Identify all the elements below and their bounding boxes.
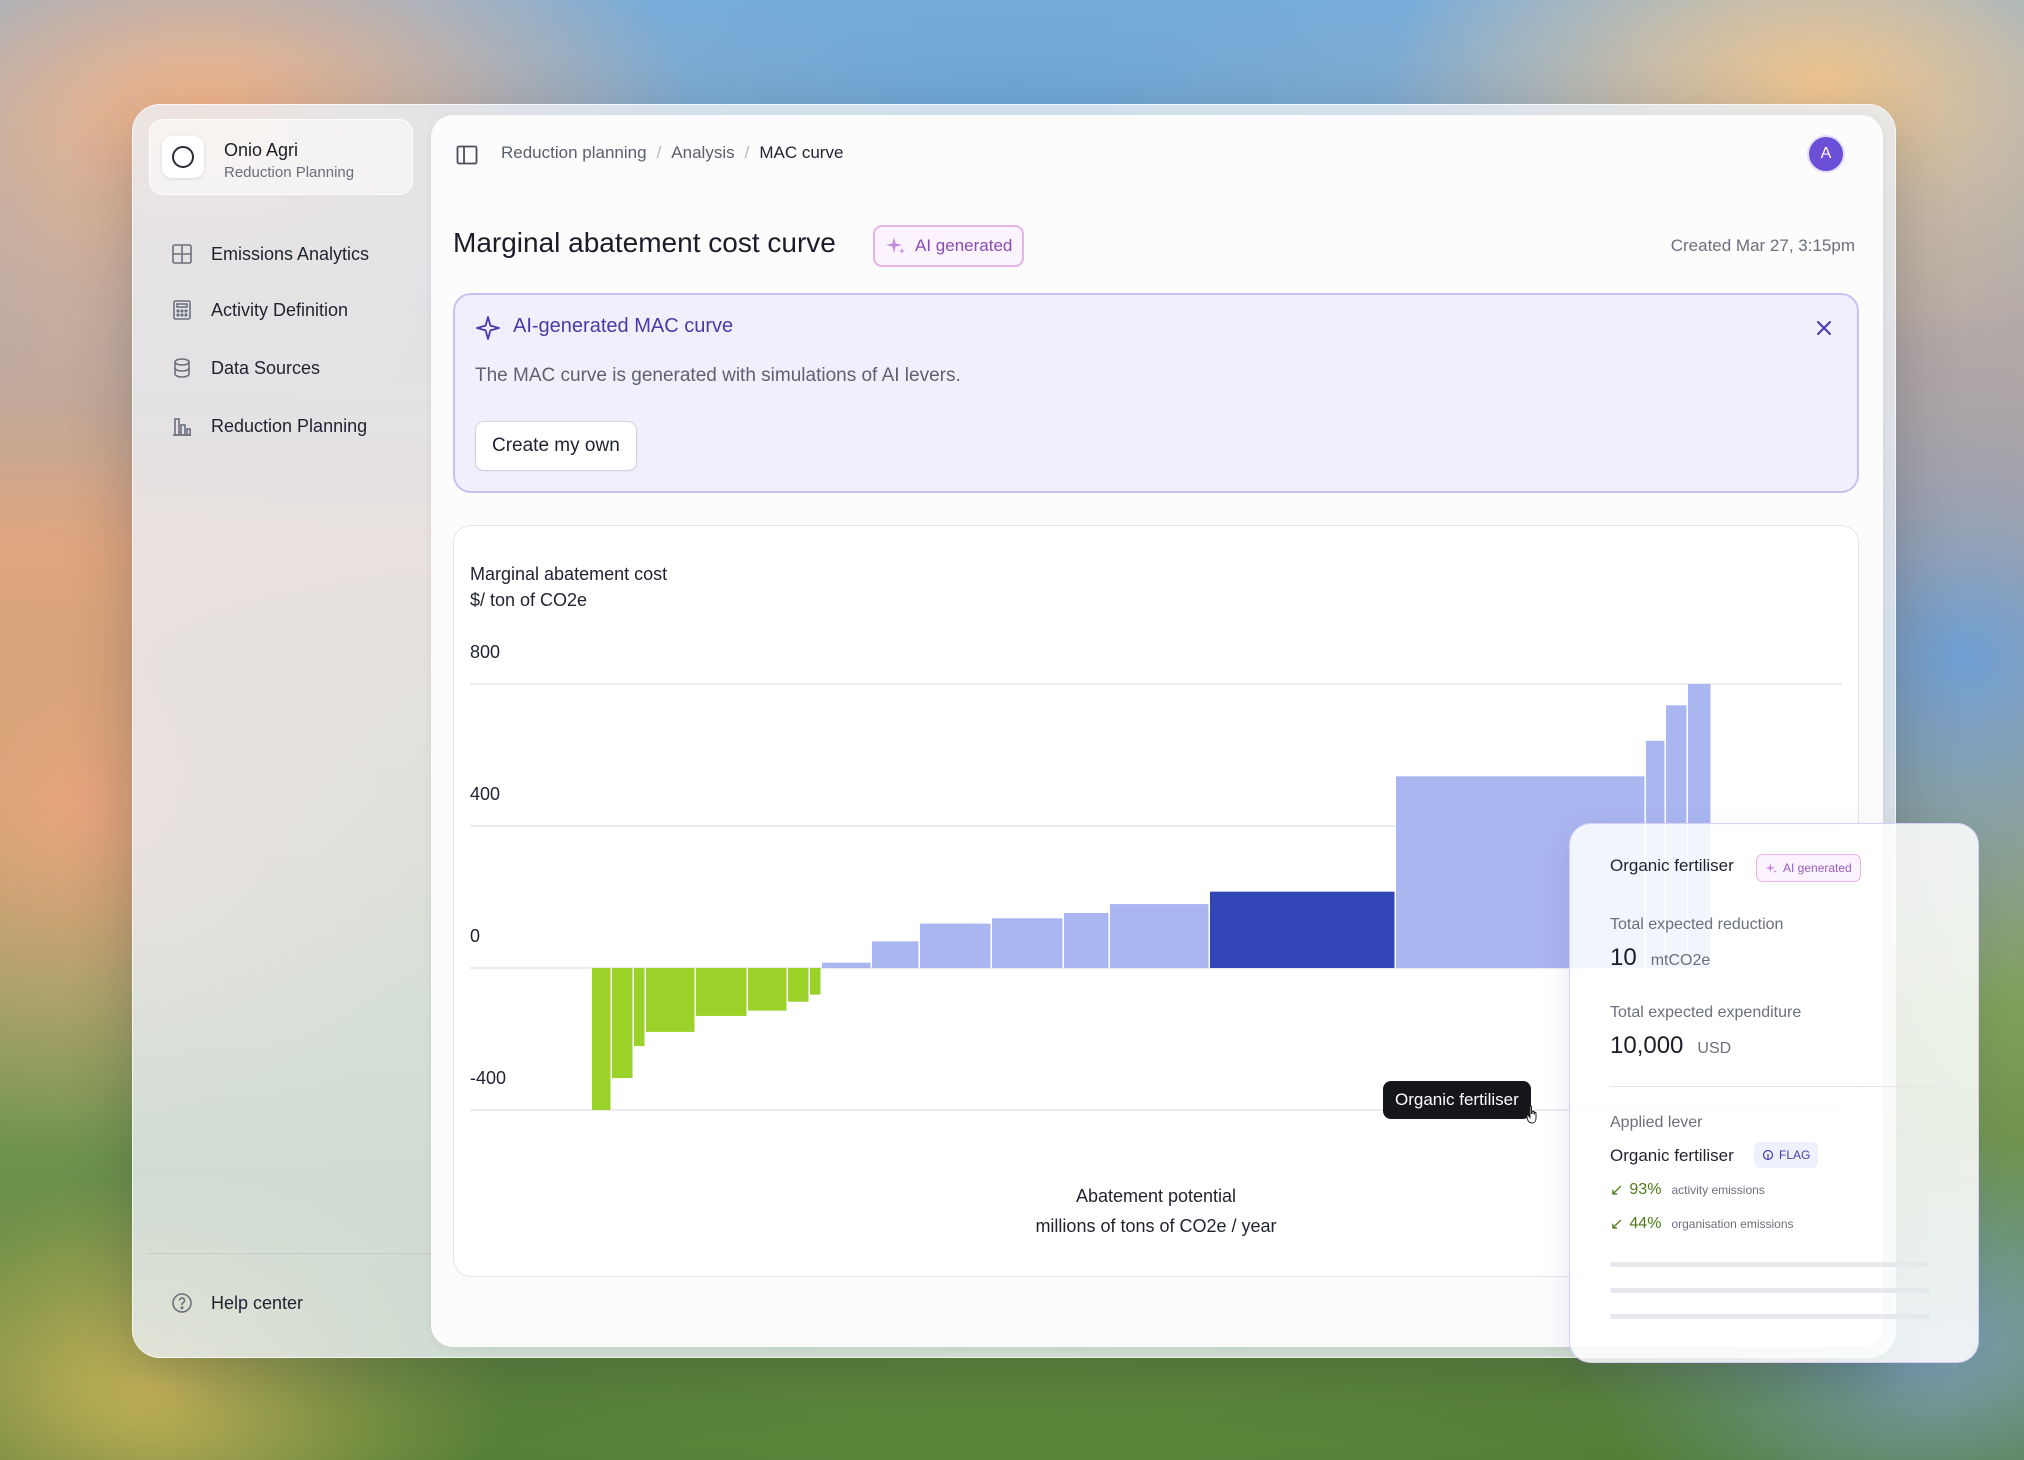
sidebar-item-label: Emissions Analytics (211, 243, 370, 264)
arrow-down-left-icon: ↙ (1610, 1216, 1624, 1233)
expenditure-unit: USD (1697, 1040, 1732, 1057)
mac-bar[interactable] (748, 968, 787, 1011)
expenditure-value: 10,000 (1610, 1032, 1684, 1059)
y-axis-unit: $/ ton of CO2e (470, 590, 588, 610)
help-center-label: Help center (211, 1292, 304, 1313)
sidebar-item-data-sources[interactable]: Data Sources (171, 353, 320, 383)
ai-badge-label: AI generated (1783, 861, 1852, 875)
sidebar: Onio Agri Reduction Planning Emissions A… (133, 105, 431, 1357)
y-tick-label: 400 (470, 784, 500, 804)
sparkle-outline-icon (476, 316, 500, 340)
flag-badge: FLAG (1754, 1142, 1819, 1168)
breadcrumb-separator: / (656, 143, 662, 162)
detail-title: Organic fertiliser (1610, 856, 1734, 875)
y-tick-label: 800 (470, 642, 500, 662)
close-icon[interactable] (1813, 317, 1835, 339)
expenditure-value-row: 10,000 USD (1610, 1032, 1731, 1060)
ai-banner: AI-generated MAC curve The MAC curve is … (453, 293, 1859, 493)
sidebar-divider (147, 1253, 431, 1254)
mac-bar[interactable] (992, 918, 1063, 968)
org-subtitle: Reduction Planning (224, 164, 355, 181)
mac-bar[interactable] (646, 968, 695, 1032)
bar-tooltip: Organic fertiliser (1383, 1081, 1531, 1119)
reduction-value-row: 10 mtCO2e (1610, 944, 1710, 972)
mac-bar[interactable] (592, 968, 611, 1110)
organisation-emissions-stat: ↙ 44% organisation emissions (1610, 1214, 1794, 1234)
database-icon (174, 358, 190, 378)
stat-percent: 93% (1629, 1181, 1662, 1198)
reduction-value: 10 (1610, 944, 1637, 971)
grid-icon (172, 244, 192, 264)
mac-bar[interactable] (696, 968, 747, 1016)
avatar[interactable]: A (1809, 137, 1843, 171)
app-window: Onio Agri Reduction Planning Emissions A… (132, 104, 1979, 1363)
mac-bar[interactable] (1064, 912, 1109, 968)
detail-divider (1610, 1086, 1940, 1087)
reduction-label: Total expected reduction (1610, 916, 1784, 933)
breadcrumb: Reduction planning / Analysis / MAC curv… (501, 143, 843, 163)
sidebar-toggle-icon[interactable] (455, 143, 479, 167)
sidebar-item-label: Reduction Planning (211, 415, 368, 436)
ai-generated-badge: AI generated (873, 225, 1025, 267)
mac-bar[interactable] (788, 968, 809, 1002)
page-title: Marginal abatement cost curve (453, 227, 836, 258)
sparkle-icon (886, 237, 905, 254)
x-axis-title: Abatement potential (1075, 1186, 1237, 1206)
sidebar-item-label: Data Sources (211, 357, 321, 378)
ai-generated-badge: AI generated (1756, 854, 1861, 882)
y-tick-label: -400 (470, 1068, 506, 1088)
lever-detail-card: Organic fertiliser AI generated Total ex… (1569, 823, 1979, 1363)
reduction-unit: mtCO2e (1650, 952, 1711, 969)
help-center-link[interactable]: Help center (171, 1288, 303, 1318)
mac-bar[interactable] (810, 968, 821, 995)
y-tick-label: 0 (470, 926, 480, 946)
arrow-down-left-icon: ↙ (1610, 1182, 1624, 1199)
breadcrumb-item[interactable]: Analysis (671, 143, 735, 162)
ai-badge-label: AI generated (915, 236, 1013, 255)
bar-chart-icon (173, 418, 191, 436)
stat-label: organisation emissions (1671, 1217, 1794, 1231)
leaf-icon (1762, 1149, 1774, 1161)
loading-skeleton (1610, 1314, 1930, 1319)
org-logo (162, 136, 204, 178)
breadcrumb-item[interactable]: Reduction planning (501, 143, 647, 162)
mac-bar[interactable] (612, 968, 633, 1079)
sidebar-item-reduction-planning[interactable]: Reduction Planning (171, 411, 367, 441)
y-axis-title: Marginal abatement cost (470, 564, 668, 584)
applied-lever-label: Applied lever (1610, 1114, 1703, 1131)
created-timestamp: Created Mar 27, 3:15pm (1670, 236, 1855, 255)
banner-title: AI-generated MAC curve (513, 315, 734, 337)
stat-percent: 44% (1629, 1215, 1662, 1232)
sparkle-icon (1765, 862, 1777, 873)
mac-bar[interactable] (634, 968, 645, 1047)
applied-lever-name: Organic fertiliser (1610, 1146, 1734, 1165)
mac-bar[interactable] (920, 923, 991, 968)
org-name: Onio Agri (224, 140, 299, 160)
banner-text: The MAC curve is generated with simulati… (475, 365, 961, 386)
mac-bar[interactable] (1110, 904, 1209, 968)
sidebar-item-label: Activity Definition (211, 299, 349, 320)
loading-skeleton (1610, 1288, 1930, 1293)
bar-organic-fertiliser[interactable] (1210, 891, 1395, 968)
activity-emissions-stat: ↙ 93% activity emissions (1610, 1180, 1765, 1200)
calculator-icon (173, 300, 191, 320)
sidebar-item-emissions-analytics[interactable]: Emissions Analytics (171, 239, 369, 269)
mac-bar[interactable] (872, 941, 919, 968)
mac-bar[interactable] (822, 962, 871, 968)
org-switcher[interactable]: Onio Agri Reduction Planning (149, 119, 413, 195)
flag-badge-label: FLAG (1779, 1148, 1811, 1162)
x-axis-unit: millions of tons of CO2e / year (1035, 1216, 1277, 1236)
loading-skeleton (1610, 1262, 1930, 1267)
breadcrumb-separator: / (744, 143, 750, 162)
expenditure-label: Total expected expenditure (1610, 1004, 1802, 1021)
create-my-own-button[interactable]: Create my own (475, 421, 637, 471)
stat-label: activity emissions (1671, 1183, 1765, 1197)
sidebar-item-activity-definition[interactable]: Activity Definition (171, 295, 348, 325)
hand-cursor-icon (1526, 1105, 1537, 1124)
help-icon (172, 1293, 192, 1313)
breadcrumb-current: MAC curve (759, 143, 844, 162)
